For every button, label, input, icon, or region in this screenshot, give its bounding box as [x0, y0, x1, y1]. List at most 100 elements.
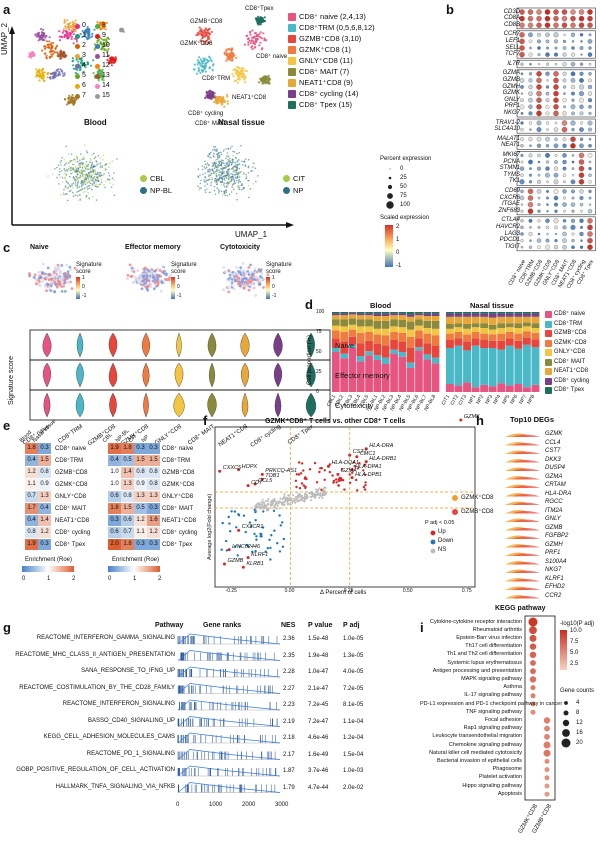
- cluster-6-points: [39, 74, 42, 77]
- cluster-4-points: [59, 68, 62, 71]
- ns-point: [275, 507, 278, 510]
- kegg-pathway-label: Systemic lupus erythematosus: [447, 659, 522, 666]
- prop-y-tick: 100: [316, 309, 325, 315]
- prop-bar-segment: [505, 313, 514, 317]
- density-point: [249, 188, 251, 190]
- gene-label: SLC4A10: [494, 126, 520, 133]
- prop-bar-segment: [348, 314, 357, 319]
- celltype-swatch: [288, 68, 296, 76]
- celltype-points: [205, 92, 208, 95]
- density-point: [71, 183, 73, 185]
- cluster-0-points: [58, 30, 61, 33]
- density-point: [225, 177, 228, 180]
- density-point: [79, 175, 82, 178]
- cluster-7-points: [69, 100, 72, 103]
- gsea-curve: [177, 683, 281, 694]
- density-point: [84, 175, 86, 177]
- density-point: [240, 184, 243, 187]
- prop-bar-segment: [373, 316, 382, 321]
- density-point: [220, 162, 223, 164]
- expr-dot: [537, 63, 541, 66]
- heat-cell: 0.8: [38, 467, 51, 478]
- celltype-swatch: [288, 35, 296, 43]
- score-tick: -1: [82, 293, 87, 299]
- celltype-points: [197, 32, 200, 35]
- density-point: [234, 165, 237, 167]
- deg-ridge-gzmb: [512, 485, 540, 488]
- prop-bar-segment: [365, 340, 373, 352]
- density-point: [95, 179, 97, 182]
- gene-annotation: LINC02446: [232, 543, 260, 550]
- expr-dot: [537, 225, 541, 229]
- ns-point: [269, 503, 272, 506]
- density-point: [217, 171, 220, 174]
- expr-dot: [545, 104, 550, 109]
- score-tick: 0: [177, 284, 180, 290]
- expr-dot: [553, 39, 559, 44]
- cluster-9-points: [110, 64, 113, 67]
- density-point: [113, 194, 116, 197]
- cluster-3-points: [74, 19, 77, 22]
- cluster-swatch: [95, 74, 100, 79]
- celltype-legend-label: CD8⁺ MAIT (7): [299, 67, 350, 76]
- deg-legend-dot: [452, 509, 458, 515]
- density-point: [227, 178, 230, 181]
- heat-row-label: CD8⁺TRM: [55, 458, 84, 464]
- roe-title: Enrichment (Roe): [25, 557, 73, 563]
- expr-dot: [528, 153, 533, 158]
- cluster-swatch: [95, 64, 100, 69]
- expr-dot: [588, 104, 592, 109]
- density-point: [97, 178, 99, 180]
- gsea-pathway: BASSO_CD40_SIGNALING_UP: [87, 717, 175, 724]
- ns-point: [267, 498, 270, 501]
- gene-annotation: HLA-DPB1: [355, 471, 382, 478]
- density-point: [76, 176, 78, 179]
- cluster-0-points: [69, 32, 72, 35]
- cluster-6-points: [46, 73, 49, 76]
- density-point: [72, 192, 75, 195]
- density-point: [212, 170, 215, 173]
- ns-point: [303, 500, 306, 503]
- kegg-dot: [529, 643, 537, 650]
- prop-bar-segment: [531, 323, 540, 328]
- cluster-swatch: [75, 44, 80, 49]
- celltype-points: [247, 37, 250, 40]
- expr-dot: [520, 153, 524, 157]
- gene-annotation: HLA-DRB1: [369, 455, 397, 462]
- density-point: [209, 168, 211, 170]
- density-point: [91, 168, 94, 171]
- density-point: [56, 166, 58, 169]
- expr-dot: [553, 179, 559, 185]
- celltype-points: [220, 103, 223, 106]
- density-point: [215, 164, 217, 167]
- density-point: [218, 192, 220, 194]
- expr-dot: [520, 112, 524, 115]
- density-point: [86, 168, 89, 171]
- density-point: [70, 172, 72, 175]
- gsea-pvalue: 4.7e-44: [308, 784, 329, 791]
- density-point: [234, 156, 237, 159]
- panel-label-h: h: [476, 413, 484, 428]
- density-point: [59, 168, 61, 170]
- color-bar: [385, 225, 393, 267]
- prop-bar-segment: [505, 323, 514, 328]
- density-point: [87, 173, 89, 176]
- gene-annotation: CXXC5: [222, 465, 242, 472]
- roe-tick: 1: [133, 576, 137, 582]
- kegg-pathway-label: IL-17 signaling pathway: [464, 692, 522, 699]
- cluster-1-points: [75, 68, 79, 71]
- expr-dot: [553, 127, 559, 132]
- cluster-7-points: [71, 93, 74, 97]
- prop-bar-segment: [497, 316, 506, 324]
- prop-bar-segment: [332, 313, 340, 316]
- density-point: [252, 183, 255, 185]
- ns-point: [304, 492, 307, 495]
- celltype-swatch: [288, 24, 296, 32]
- down-point: [278, 514, 281, 517]
- density-point: [232, 150, 234, 153]
- cluster-13-points: [59, 49, 63, 52]
- heat-cell: 1.5: [38, 455, 51, 466]
- prop-bar-segment: [381, 335, 390, 346]
- cluster-3-points: [69, 22, 72, 25]
- roe-title: Enrichment (Roe): [112, 557, 160, 563]
